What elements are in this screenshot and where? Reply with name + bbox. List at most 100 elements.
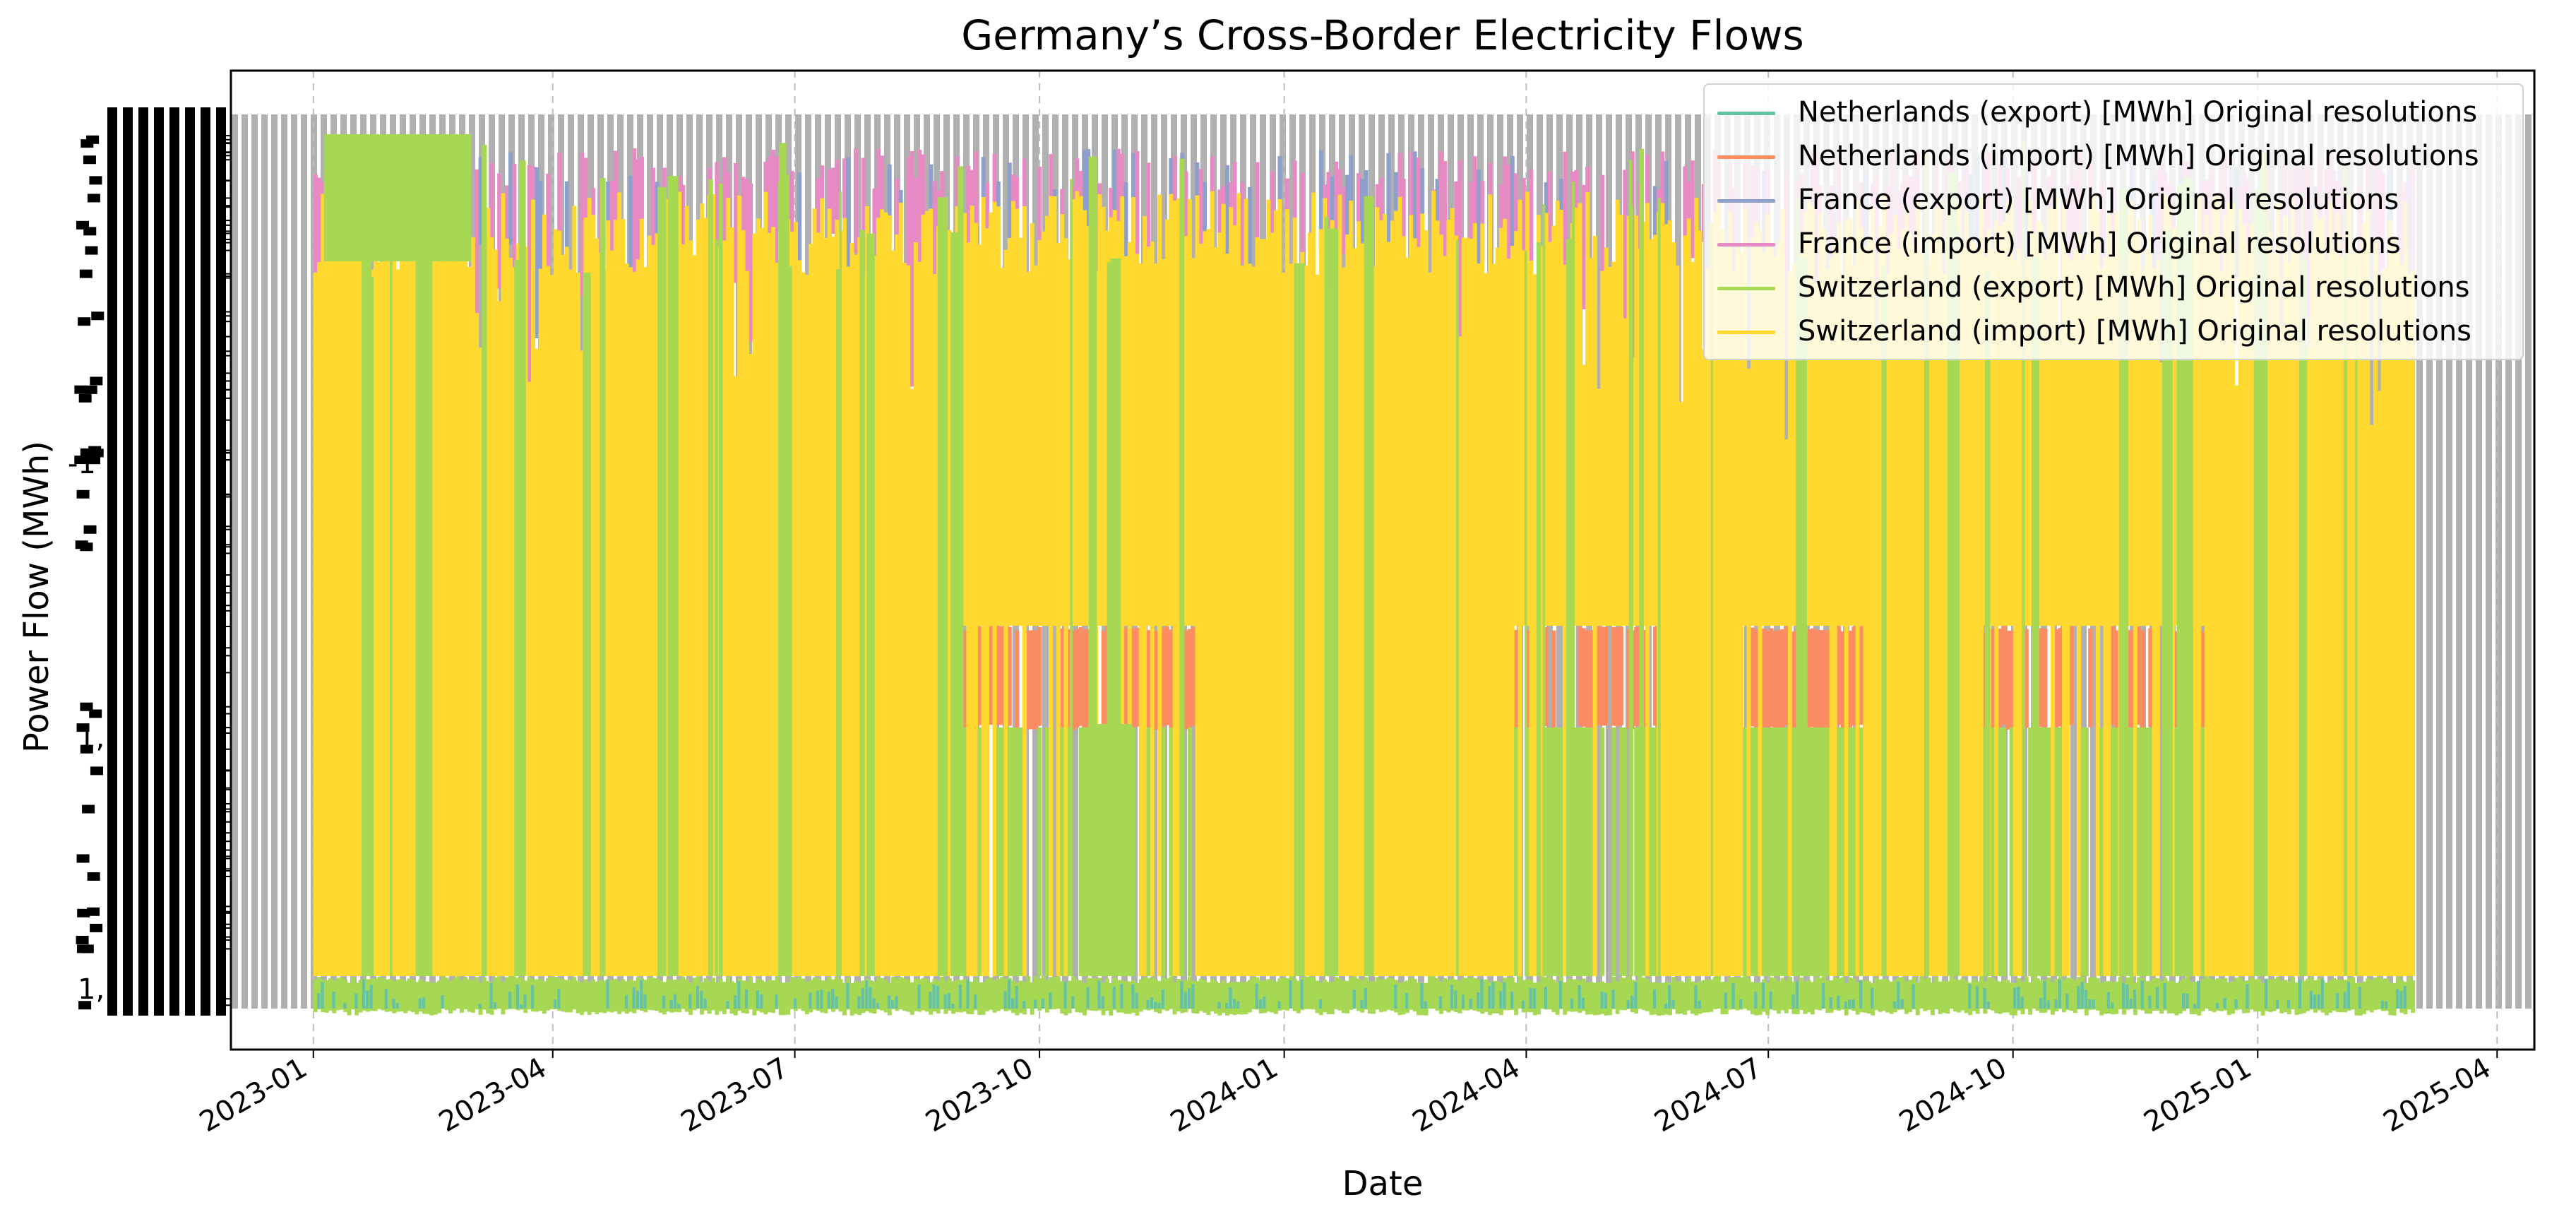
series-mark-switzerland-import xyxy=(1420,213,1425,977)
series-mark-switzerland-import xyxy=(1814,283,1819,626)
series-mark-switzerland-import xyxy=(1694,197,1699,976)
series-mark-switzerland-export xyxy=(2200,727,2205,976)
background-stripe xyxy=(291,114,297,1009)
series-mark-netherlands-export xyxy=(737,980,741,1009)
series-mark-switzerland-import xyxy=(1127,242,1132,977)
series-mark-switzerland-import xyxy=(1532,274,1537,976)
series-mark-switzerland-import xyxy=(700,203,705,976)
series-mark-switzerland-export xyxy=(1578,727,1582,976)
y-tick-label-overlap xyxy=(75,540,88,549)
series-mark-switzerland-import xyxy=(1409,215,1414,976)
series-mark-switzerland-import xyxy=(1003,249,1008,976)
series-mark-switzerland-import xyxy=(2294,242,2299,976)
series-mark-switzerland-import xyxy=(2152,268,2157,977)
series-mark-switzerland-import xyxy=(478,347,483,976)
series-mark-switzerland-import xyxy=(1683,235,1688,976)
series-mark-switzerland-export xyxy=(2234,978,2239,1011)
series-mark-switzerland-import xyxy=(2001,221,2006,626)
series-mark-switzerland-export xyxy=(1686,978,1691,1011)
series-mark-switzerland-import xyxy=(1044,215,1049,626)
series-mark-france xyxy=(1480,181,1485,263)
series-mark-switzerland-import xyxy=(1221,203,1226,976)
series-mark-switzerland-import xyxy=(1277,198,1282,976)
series-mark-france xyxy=(1438,151,1443,294)
x-tick-label: 2024-04 xyxy=(1407,1052,1526,1139)
series-mark-switzerland-export xyxy=(1090,978,1095,1011)
series-mark-switzerland-export xyxy=(1957,980,1962,1013)
series-mark-switzerland-export xyxy=(1772,727,1777,976)
series-mark-switzerland-export xyxy=(470,980,475,1013)
series-mark-switzerland-import xyxy=(1844,219,1849,976)
series-mark-netherlands-import xyxy=(1000,626,1005,725)
series-mark-switzerland-import xyxy=(1176,198,1181,977)
series-mark-switzerland-export xyxy=(2238,977,2243,1010)
series-mark-netherlands-export xyxy=(2223,997,2226,1009)
series-mark-switzerland-import xyxy=(842,218,847,977)
series-mark-netherlands-import xyxy=(1060,628,1065,727)
series-mark-netherlands-export xyxy=(1652,989,1657,1009)
series-mark-switzerland-import xyxy=(1000,268,1005,626)
series-mark-switzerland-export xyxy=(1285,978,1289,1011)
series-mark-switzerland-import xyxy=(849,242,854,977)
series-mark-netherlands-export xyxy=(1022,1001,1026,1009)
series-mark-switzerland-export xyxy=(902,978,907,1011)
series-mark-switzerland-import xyxy=(1649,239,1654,626)
series-mark-switzerland-import xyxy=(1979,196,1984,977)
series-mark-switzerland-export xyxy=(996,727,1001,976)
series-mark-switzerland-export xyxy=(1852,978,1856,1011)
series-mark-switzerland-export xyxy=(1123,981,1128,1014)
series-mark-switzerland-export xyxy=(715,239,718,976)
series-mark-netherlands-export xyxy=(846,982,849,1009)
series-mark-switzerland-export xyxy=(989,977,994,1010)
series-mark-switzerland-export xyxy=(1078,727,1083,976)
series-mark-switzerland-export xyxy=(617,981,622,1014)
series-mark-switzerland-import xyxy=(2335,213,2340,976)
series-mark-switzerland-import xyxy=(1304,265,1308,976)
series-mark-netherlands-import xyxy=(1026,630,1031,730)
legend-swatch xyxy=(1717,331,1775,334)
series-mark-switzerland-import xyxy=(441,240,446,976)
series-mark-switzerland-import xyxy=(2111,257,2115,626)
series-mark-netherlands-export xyxy=(2088,999,2092,1009)
series-mark-switzerland-import xyxy=(760,228,765,977)
series-mark-switzerland-export xyxy=(2193,982,2198,1015)
series-mark-switzerland-import xyxy=(470,237,475,976)
series-mark-netherlands-export xyxy=(1968,984,1972,1009)
series-mark-switzerland-import xyxy=(1874,331,1879,976)
series-mark-france xyxy=(564,181,569,259)
series-mark-switzerland-export xyxy=(752,982,757,1016)
series-mark-netherlands-export xyxy=(1900,999,1904,1009)
series-mark-switzerland-import xyxy=(1660,203,1665,976)
series-mark-switzerland-export xyxy=(955,979,960,1012)
series-mark-switzerland-export xyxy=(415,982,419,1015)
series-mark-switzerland-import xyxy=(1690,261,1695,977)
series-mark-switzerland-export xyxy=(2226,982,2231,1016)
series-mark-netherlands-export xyxy=(1480,979,1484,1009)
series-mark-switzerland-import xyxy=(1712,211,1717,976)
series-mark-switzerland-export xyxy=(1157,980,1162,1014)
series-mark-switzerland-import xyxy=(1938,201,1943,977)
series-mark-switzerland-export xyxy=(1328,228,1339,976)
series-mark-switzerland-export xyxy=(595,981,600,1014)
series-mark-switzerland-export xyxy=(898,977,903,1010)
series-mark-switzerland-import xyxy=(2219,271,2224,976)
background-stripe xyxy=(2446,114,2452,1009)
series-mark-switzerland-export xyxy=(950,232,961,976)
series-mark-switzerland-export xyxy=(1274,981,1279,1014)
series-mark-switzerland-import xyxy=(463,206,468,977)
series-mark-france xyxy=(1690,160,1695,259)
series-mark-switzerland-export xyxy=(1743,727,1748,976)
series-mark-netherlands-export xyxy=(1450,985,1454,1009)
series-mark-netherlands-export xyxy=(2186,993,2189,1009)
series-mark-netherlands-export xyxy=(1600,991,1604,1009)
series-mark-switzerland-import xyxy=(1885,274,1890,977)
series-mark-france xyxy=(1198,169,1203,280)
series-mark-netherlands-export xyxy=(2298,979,2302,1009)
series-mark-netherlands-import xyxy=(2005,630,2010,730)
series-mark-netherlands-export xyxy=(2246,984,2249,1009)
series-mark-france xyxy=(831,167,835,234)
series-mark-switzerland-import xyxy=(1780,208,1785,626)
series-mark-netherlands-export xyxy=(1454,990,1457,1009)
series-mark-switzerland-import xyxy=(1063,238,1068,976)
series-mark-switzerland-export xyxy=(1176,979,1181,1012)
